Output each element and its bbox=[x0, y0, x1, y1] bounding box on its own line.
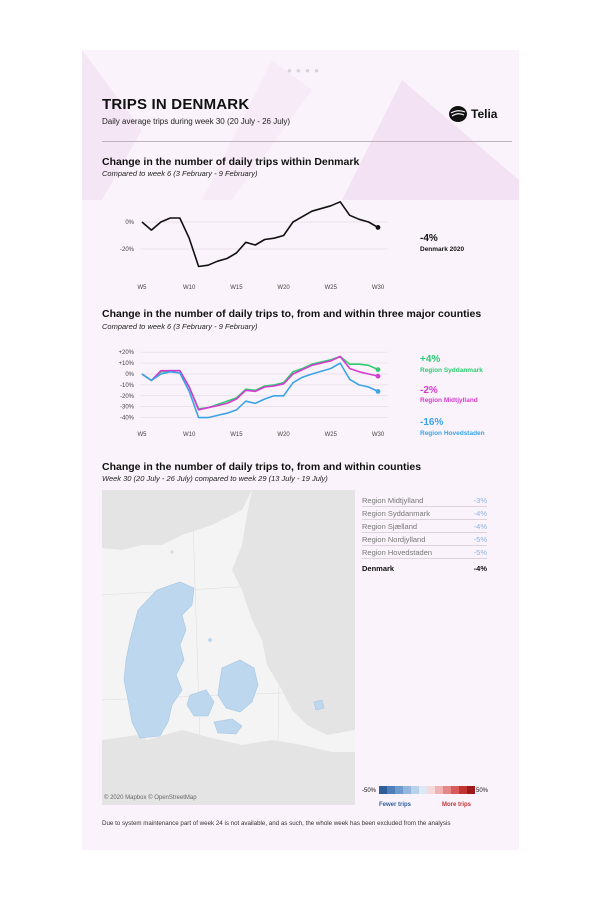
series-end-point bbox=[375, 225, 381, 230]
more-trips-label: More trips bbox=[442, 802, 472, 808]
y-tick-label: -20% bbox=[120, 394, 135, 400]
x-tick-label: W10 bbox=[183, 432, 196, 438]
x-tick-label: W20 bbox=[277, 432, 290, 438]
background-decoration bbox=[82, 50, 519, 200]
bornholm-region[interactable] bbox=[313, 699, 325, 711]
x-tick-label: W30 bbox=[372, 432, 385, 438]
region-name: Region Syddanmark bbox=[362, 506, 467, 520]
section3-subtitle: Week 30 (20 July - 26 July) compared to … bbox=[102, 474, 328, 483]
table-row: Region Nordjylland -5% bbox=[362, 532, 487, 546]
series-line bbox=[141, 362, 379, 419]
total-name: Denmark bbox=[362, 563, 395, 573]
small-island bbox=[170, 550, 174, 554]
y-tick-label: -10% bbox=[120, 383, 135, 389]
x-tick-label: W25 bbox=[325, 285, 338, 291]
y-tick-label: +20% bbox=[118, 350, 134, 356]
color-scale-bar bbox=[379, 786, 475, 794]
region-name: Region Hovedstaden bbox=[362, 545, 467, 559]
sweden-landmass bbox=[232, 490, 355, 735]
scale-min-label: -50% bbox=[362, 788, 377, 794]
region-value: -4% bbox=[467, 519, 487, 533]
norway-landmass bbox=[102, 490, 252, 550]
syddanmark-end-value: +4% bbox=[420, 354, 441, 365]
table-row: Region Syddanmark -4% bbox=[362, 506, 487, 520]
lolland-region[interactable] bbox=[213, 718, 243, 735]
hovedstaden-end-value: -16% bbox=[420, 417, 444, 428]
x-tick-label: W5 bbox=[138, 432, 148, 438]
x-tick-label: W5 bbox=[138, 285, 148, 291]
y-tick-label: -30% bbox=[120, 405, 135, 411]
x-tick-label: W15 bbox=[230, 432, 243, 438]
region-value: -5% bbox=[467, 532, 487, 546]
section2-title: Change in the number of daily trips to, … bbox=[102, 308, 482, 320]
series-end-point bbox=[375, 373, 381, 379]
page-subtitle: Daily average trips during week 30 (20 J… bbox=[102, 117, 291, 126]
region-value: -5% bbox=[467, 545, 487, 559]
table-row: Region Hovedstaden -5% bbox=[362, 545, 487, 559]
section1-subtitle: Compared to week 6 (3 February - 9 Febru… bbox=[102, 169, 258, 178]
series-end-point bbox=[375, 367, 381, 373]
y-tick-label: 0% bbox=[125, 372, 134, 378]
footnote: Due to system maintenance part of week 2… bbox=[102, 820, 451, 827]
denmark-trips-chart: 0% -20% W5 W10 W15 W20 W25 W30 bbox=[120, 201, 388, 291]
section2-subtitle: Compared to week 6 (3 February - 9 Febru… bbox=[102, 322, 258, 331]
y-tick-label: +10% bbox=[118, 361, 134, 367]
series-line bbox=[141, 355, 379, 411]
y-tick-label: -40% bbox=[120, 416, 135, 422]
zealand-region[interactable] bbox=[217, 659, 259, 713]
map-attribution[interactable]: © 2020 Mapbox © OpenStreetMap bbox=[104, 795, 197, 801]
fewer-trips-label: Fewer trips bbox=[379, 802, 412, 808]
region-value: -4% bbox=[467, 506, 487, 520]
anholt-island bbox=[208, 638, 212, 642]
syddanmark-end-label: Region Syddanmark bbox=[420, 367, 483, 374]
page-title: TRIPS IN DENMARK bbox=[102, 96, 250, 113]
hovedstaden-end-label: Region Hovedstaden bbox=[420, 430, 485, 437]
series-line bbox=[141, 201, 379, 268]
region-table: Region Midtjylland -3% Region Syddanmark -… bbox=[362, 494, 487, 574]
total-row: Denmark -4% bbox=[362, 559, 487, 575]
region-name: Region Nordjylland bbox=[362, 532, 467, 546]
table-row: Region Sjælland -4% bbox=[362, 519, 487, 533]
denmark-end-label: Denmark 2020 bbox=[420, 246, 465, 253]
scale-max-label: 50% bbox=[476, 788, 489, 794]
section1-title: Change in the number of daily trips with… bbox=[102, 156, 360, 168]
y-tick-label: 0% bbox=[125, 220, 134, 226]
funen-region[interactable] bbox=[186, 689, 215, 717]
telia-pebble-icon bbox=[449, 106, 467, 122]
region-name: Region Sjælland bbox=[362, 519, 467, 533]
region-name: Region Midtjylland bbox=[362, 494, 467, 507]
telia-logo: Telia bbox=[448, 104, 497, 124]
midtjylland-end-value: -2% bbox=[420, 385, 438, 396]
midtjylland-end-label: Region Midtjylland bbox=[420, 397, 478, 404]
denmark-map[interactable] bbox=[102, 490, 355, 805]
header-divider bbox=[102, 141, 512, 142]
x-tick-label: W10 bbox=[183, 285, 196, 291]
series-end-point bbox=[375, 389, 381, 394]
x-tick-label: W20 bbox=[277, 285, 290, 291]
logo-text: Telia bbox=[471, 107, 498, 121]
x-tick-label: W30 bbox=[372, 285, 385, 291]
x-tick-label: W25 bbox=[325, 432, 338, 438]
infographic-card: ● ● ● ● TRIPS IN DENMARK Daily average t… bbox=[82, 50, 519, 850]
pagination-dots[interactable]: ● ● ● ● bbox=[287, 66, 320, 75]
region-value: -3% bbox=[467, 494, 487, 507]
denmark-end-value: -4% bbox=[420, 233, 438, 244]
table-row: Region Midtjylland -3% bbox=[362, 494, 487, 507]
jutland-region[interactable] bbox=[123, 581, 195, 739]
counties-trips-chart: +20% +10% 0% -10% -20% -30% -40% W5 W10 W15 W20 W25… bbox=[118, 350, 388, 438]
section3-title: Change in the number of daily trips to, … bbox=[102, 461, 422, 473]
germany-landmass bbox=[102, 730, 355, 805]
total-value: -4% bbox=[473, 563, 487, 573]
y-tick-label: -20% bbox=[120, 247, 135, 253]
x-tick-label: W15 bbox=[230, 285, 243, 291]
